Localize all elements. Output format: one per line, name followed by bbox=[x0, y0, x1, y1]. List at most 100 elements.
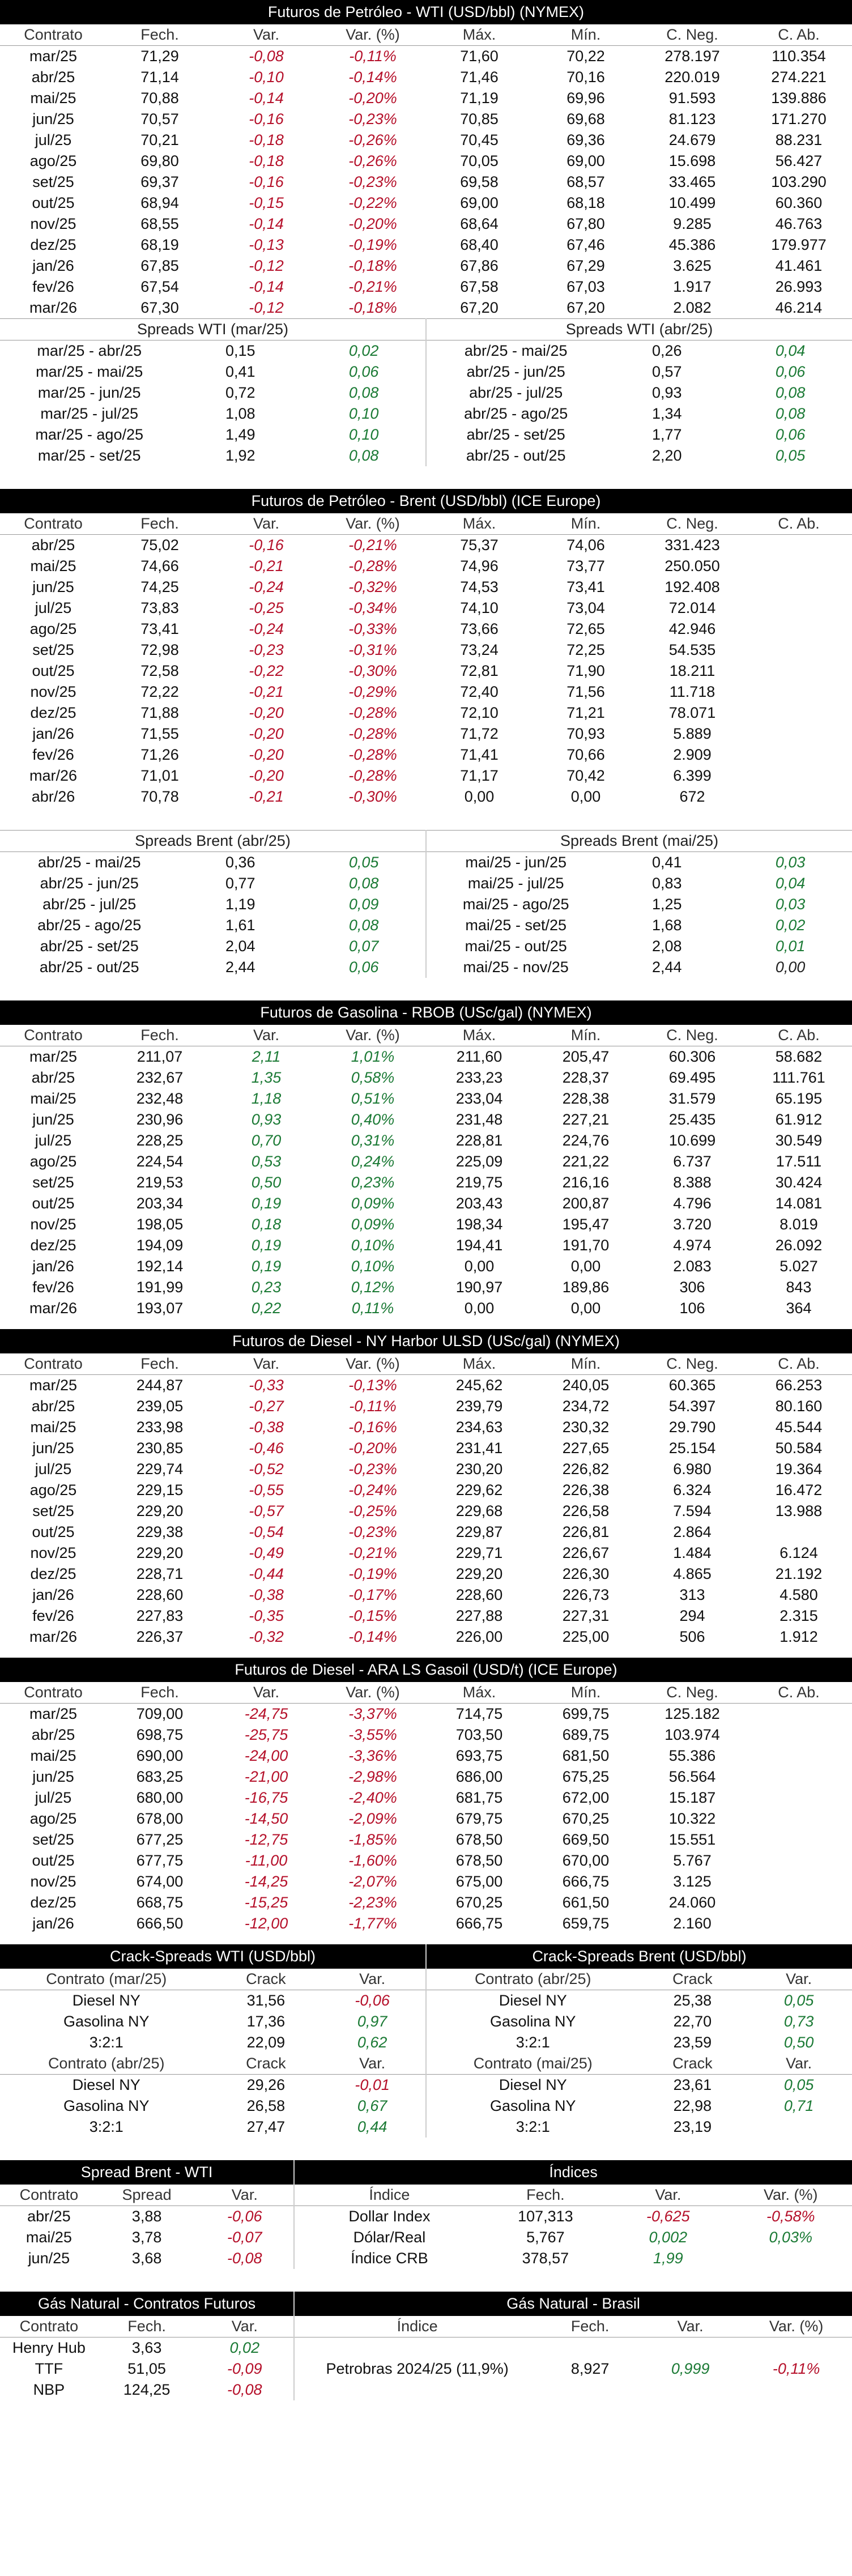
table-cell: 3.625 bbox=[673, 257, 712, 274]
table-cell: 23,59 bbox=[673, 2034, 712, 2051]
rbob-title: Futuros de Gasolina - RBOB (USc/gal) (NY… bbox=[0, 1000, 852, 1025]
table-cell: 233,23 bbox=[455, 1069, 503, 1086]
table-cell: 1,34 bbox=[652, 405, 682, 422]
table-cell: 0,05 bbox=[783, 2076, 814, 2093]
table-cell: 71,55 bbox=[140, 725, 179, 742]
table-cell: 71,46 bbox=[460, 69, 499, 86]
table-cell: 229,87 bbox=[455, 1523, 503, 1540]
table-cell: -0,08 bbox=[227, 2250, 262, 2267]
table-cell: 68,40 bbox=[460, 236, 499, 253]
brent-title: Futuros de Petróleo - Brent (USD/bbl) (I… bbox=[0, 489, 852, 513]
table-row: abr/25 - jul/25 0,93 0,08 bbox=[427, 382, 852, 403]
table-cell: -0,21 bbox=[249, 557, 284, 574]
table-cell: fev/26 bbox=[32, 1607, 74, 1624]
table-cell: -0,12 bbox=[249, 299, 284, 316]
table-cell: 0,08 bbox=[348, 447, 379, 464]
table-cell: -0,06 bbox=[355, 1992, 390, 2009]
table-cell: -14,25 bbox=[244, 1873, 288, 1890]
table-cell: 678,50 bbox=[455, 1852, 503, 1869]
table-cell: 74,25 bbox=[140, 578, 179, 595]
table-cell: 703,50 bbox=[455, 1726, 503, 1743]
table-cell bbox=[746, 1745, 852, 1766]
table-cell: 192,14 bbox=[136, 1258, 184, 1275]
column-header: Fech. bbox=[107, 513, 213, 535]
table-cell: -0,16 bbox=[249, 537, 284, 553]
table-cell: 72,40 bbox=[460, 683, 499, 700]
table-cell: 23,19 bbox=[673, 2118, 712, 2135]
table-cell: out/25 bbox=[32, 1852, 75, 1869]
wti-title: Futuros de Petróleo - WTI (USD/bbl) (NYM… bbox=[0, 0, 852, 24]
table-cell: 229,74 bbox=[136, 1461, 184, 1478]
table-cell: 666,75 bbox=[455, 1915, 503, 1932]
table-cell: mar/26 bbox=[29, 1300, 78, 1317]
table-cell: 25.154 bbox=[668, 1440, 716, 1457]
table-cell: 1,01% bbox=[351, 1048, 395, 1065]
table-cell: 693,75 bbox=[455, 1747, 503, 1764]
table-cell: 245,62 bbox=[455, 1377, 503, 1394]
table-cell: 71,14 bbox=[140, 69, 179, 86]
table-row: jun/25 230,85 -0,46 -0,20% 231,41 227,65 25.15… bbox=[0, 1438, 852, 1459]
column-header: Máx. bbox=[426, 24, 532, 46]
table-row: jun/25 70,57 -0,16 -0,23% 70,85 69,68 81.123 17… bbox=[0, 109, 852, 130]
table-row: 3:2:1 27,47 0,44 bbox=[0, 2117, 425, 2138]
table-cell: 670,00 bbox=[562, 1852, 610, 1869]
table-cell: -0,14 bbox=[249, 90, 284, 107]
table-cell: -0,28% bbox=[348, 557, 397, 574]
column-header: Contrato bbox=[0, 1682, 107, 1704]
column-header: Var. (%) bbox=[320, 1353, 426, 1375]
table-row: TTF 51,05 -0,09 bbox=[0, 2358, 293, 2379]
table-cell: 0,09 bbox=[348, 896, 379, 913]
table-cell: 234,63 bbox=[455, 1419, 503, 1436]
table-cell: -0,10 bbox=[249, 69, 284, 86]
table-cell: -0,18 bbox=[249, 152, 284, 169]
table-cell: 203,34 bbox=[136, 1195, 184, 1212]
table-cell: 683,25 bbox=[136, 1768, 184, 1785]
table-cell bbox=[746, 682, 852, 702]
table-cell: 0,19 bbox=[251, 1258, 282, 1275]
indices-table: Índice Fech. Var. Var. (%) Dollar Index 107,3… bbox=[295, 2185, 852, 2269]
table-cell: mai/25 - jul/25 bbox=[467, 875, 564, 892]
table-cell: Diesel NY bbox=[499, 1992, 567, 2009]
table-row: abr/25 71,14 -0,10 -0,14% 71,46 70,16 220.019 2… bbox=[0, 67, 852, 88]
brent-spreads-right-table: mai/25 - jun/25 0,41 0,03 mai/25 - jul/25 0,… bbox=[427, 852, 852, 978]
table-cell bbox=[746, 702, 852, 723]
table-cell: 0,06 bbox=[348, 363, 379, 380]
table-cell: 68,64 bbox=[460, 215, 499, 232]
table-cell: -0,08 bbox=[249, 48, 284, 65]
table-cell: 675,00 bbox=[455, 1873, 503, 1890]
table-cell: 224,76 bbox=[562, 1132, 610, 1149]
table-cell: mai/25 bbox=[30, 1090, 76, 1107]
table-cell: 70,93 bbox=[566, 725, 605, 742]
table-cell: jul/25 bbox=[35, 599, 72, 616]
table-row: set/25 229,20 -0,57 -0,25% 229,68 226,58 7.594… bbox=[0, 1501, 852, 1522]
table-cell: 230,32 bbox=[562, 1419, 610, 1436]
table-cell: 68,55 bbox=[140, 215, 179, 232]
table-cell: 69,00 bbox=[460, 194, 499, 211]
table-row: mar/26 226,37 -0,32 -0,14% 226,00 225,00 506 1.… bbox=[0, 1627, 852, 1647]
column-header: C. Neg. bbox=[639, 1025, 746, 1046]
table-cell: 1,68 bbox=[652, 917, 682, 934]
table-cell: 10.699 bbox=[668, 1132, 716, 1149]
table-cell: 278.197 bbox=[664, 48, 720, 65]
table-cell: -0,16 bbox=[249, 110, 284, 127]
gas-futuros-table: Contrato Fech. Var. Henry Hub 3,63 0,02 TTF 51,… bbox=[0, 2316, 294, 2400]
table-cell: 2.864 bbox=[673, 1523, 712, 1540]
table-cell: 3:2:1 bbox=[89, 2118, 123, 2135]
table-cell: 67,03 bbox=[566, 278, 605, 295]
column-header: Var. (%) bbox=[320, 1025, 426, 1046]
table-cell: -0,17% bbox=[348, 1586, 397, 1603]
brent-spreads: Spreads Brent (abr/25) abr/25 - mai/25 0,… bbox=[0, 830, 852, 978]
table-cell: 666,75 bbox=[562, 1873, 610, 1890]
table-cell: 364 bbox=[786, 1300, 812, 1317]
table-cell: -0,26% bbox=[348, 152, 397, 169]
table-cell: jul/25 bbox=[35, 131, 72, 148]
table-cell: dez/25 bbox=[30, 704, 76, 721]
table-cell: 26.993 bbox=[775, 278, 823, 295]
table-cell bbox=[746, 1850, 852, 1871]
table-cell: 231,41 bbox=[455, 1440, 503, 1457]
table-cell: 239,79 bbox=[455, 1398, 503, 1415]
table-cell: 0,72 bbox=[225, 384, 255, 401]
table-cell: 0,04 bbox=[775, 875, 806, 892]
table-cell: 22,70 bbox=[673, 2013, 712, 2030]
table-cell: 0,10 bbox=[348, 405, 379, 422]
